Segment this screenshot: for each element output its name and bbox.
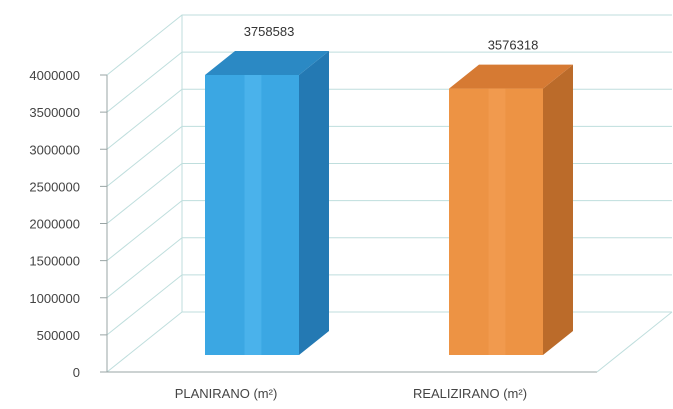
gridline bbox=[106, 88, 672, 150]
bar bbox=[205, 50, 329, 355]
bar-front-face bbox=[449, 88, 543, 356]
gridlines bbox=[106, 14, 672, 373]
y-tick-label: 500000 bbox=[37, 328, 80, 343]
y-axis-ticks: 0 500000 1000000 1500000 2000000 2500000 30000… bbox=[29, 68, 107, 380]
bar-side-face bbox=[299, 50, 329, 355]
y-tick-label: 1000000 bbox=[29, 291, 80, 306]
y-tick-label: 3000000 bbox=[29, 142, 80, 157]
gridline bbox=[106, 163, 672, 224]
x-axis-categories: PLANIRANO (m²) REALIZIRANO (m²) bbox=[175, 386, 527, 401]
bar bbox=[449, 64, 573, 356]
x-category-label: PLANIRANO (m²) bbox=[175, 386, 278, 401]
gridline bbox=[106, 125, 672, 187]
x-category-label: REALIZIRANO (m²) bbox=[413, 386, 527, 401]
data-label: 3758583 bbox=[244, 24, 295, 39]
gridline bbox=[106, 274, 672, 336]
y-tick-label: 0 bbox=[73, 365, 80, 380]
floor-edge bbox=[596, 311, 673, 373]
gridline bbox=[106, 14, 672, 76]
gridline bbox=[106, 237, 672, 299]
gridline bbox=[106, 311, 672, 373]
data-label: 3576318 bbox=[488, 38, 539, 53]
y-tick-label: 4000000 bbox=[29, 68, 80, 83]
bar-highlight bbox=[244, 74, 262, 355]
y-tick-label: 2500000 bbox=[29, 179, 80, 194]
y-tick-label: 3500000 bbox=[29, 105, 80, 120]
bar-top-face bbox=[449, 64, 573, 89]
gridline bbox=[106, 200, 672, 262]
bar-highlight bbox=[488, 88, 506, 356]
bar-side-face bbox=[543, 64, 573, 356]
y-tick-label: 2000000 bbox=[29, 217, 80, 232]
y-tick-label: 1500000 bbox=[29, 254, 80, 269]
gridline bbox=[106, 51, 672, 113]
axes bbox=[106, 75, 673, 373]
bar-front-face bbox=[205, 74, 299, 355]
bar-top-face bbox=[205, 50, 329, 75]
bars: 3758583 3576318 bbox=[205, 24, 573, 356]
